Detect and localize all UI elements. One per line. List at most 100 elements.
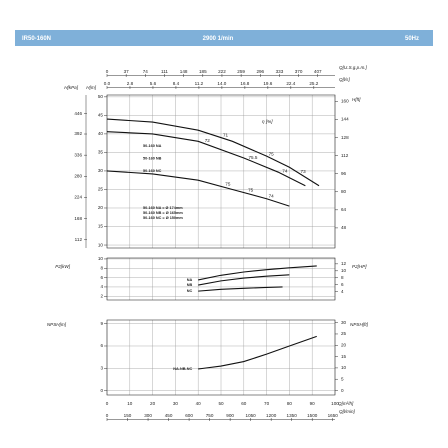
curve <box>198 286 283 292</box>
x-tick-label: 0 <box>106 413 109 418</box>
curve <box>198 265 317 281</box>
y2-axis-label: P2[HP] <box>352 264 367 269</box>
series-label: 50-160 NB <box>143 157 162 161</box>
x-tick-label: 19.6 <box>263 81 272 86</box>
y-tick-label: 10 <box>98 256 104 261</box>
header-bar <box>15 30 433 46</box>
x-tick-label: 90 <box>310 401 316 406</box>
efficiency-label: 75 <box>269 152 275 157</box>
x-tick-label: 25.2 <box>309 81 318 86</box>
x-tick-label: 16.8 <box>240 81 249 86</box>
y2-tick-label: 64 <box>341 207 347 212</box>
note: 50-160 NB = Ø 165mm <box>143 211 183 215</box>
x-tick-label: 50 <box>218 401 224 406</box>
x-tick-label: 14.0 <box>217 81 226 86</box>
efficiency-label: 72 <box>205 138 211 143</box>
extra-tick-label: 112 <box>75 237 83 242</box>
y2-tick-label: 6 <box>341 282 344 287</box>
x-tick-label: 8.4 <box>173 81 180 86</box>
x-tick-label: 407 <box>314 69 322 74</box>
y-tick-label: 45 <box>98 113 104 118</box>
y-tick-label: 6 <box>100 275 103 280</box>
x-tick-label: 1050 <box>246 413 257 418</box>
curve <box>198 274 290 286</box>
x-tick-label: 74 <box>143 69 149 74</box>
x-tick-label: 37 <box>124 69 130 74</box>
y2-tick-label: 80 <box>341 189 347 194</box>
efficiency-label: 75 <box>248 188 254 193</box>
y2-tick-label: 8 <box>341 275 344 280</box>
x-axis-label: Q[U.S.g.p.m.] <box>339 65 368 70</box>
x-axis-label: Q[l/s] <box>339 77 350 82</box>
frequency: 50Hz <box>405 36 419 42</box>
x-tick-label: 370 <box>295 69 303 74</box>
x-tick-label: 0 <box>106 69 109 74</box>
x-tick-label: 750 <box>206 413 214 418</box>
y-tick-label: 4 <box>100 284 103 289</box>
y2-axis-label: NPSH[ft] <box>350 322 369 327</box>
x-tick-label: 0 <box>106 401 109 406</box>
x-tick-label: 2.8 <box>127 81 134 86</box>
x-tick-label: 222 <box>218 69 226 74</box>
x-tick-label: 150 <box>124 413 132 418</box>
curve <box>198 335 317 370</box>
efficiency-label: 75 <box>225 181 231 186</box>
extra-axis-label: H[kPa] <box>64 85 79 90</box>
note: 50-160 NA = Ø 174mm <box>143 206 183 210</box>
y-tick-label: 50 <box>98 94 104 99</box>
plot-frame <box>106 257 336 301</box>
y2-axis-label: H[ft] <box>352 97 361 102</box>
y-tick-label: 10 <box>98 242 104 247</box>
x-tick-label: 1350 <box>287 413 298 418</box>
y-axis-label: P2[kW] <box>55 264 71 269</box>
x-tick-label: 30 <box>173 401 179 406</box>
efficiency-label: 74 <box>282 169 288 174</box>
extra-tick-label: 336 <box>74 152 82 157</box>
y2-tick-label: 12 <box>341 261 347 266</box>
y2-tick-label: 96 <box>341 171 347 176</box>
series-label: NB <box>187 283 193 287</box>
y-tick-label: 15 <box>98 224 104 229</box>
x-tick-label: 11.2 <box>195 81 204 86</box>
x-tick-label: 450 <box>165 413 173 418</box>
x-tick-label: 22.4 <box>286 81 295 86</box>
efficiency-label: 74 <box>269 193 275 198</box>
efficiency-label: 71 <box>223 132 229 137</box>
y2-tick-label: 20 <box>341 342 347 347</box>
y2-tick-label: 112 <box>341 153 349 158</box>
x-tick-label: 900 <box>226 413 234 418</box>
y-tick-label: 35 <box>98 150 104 155</box>
x-tick-label: 333 <box>276 69 284 74</box>
x-tick-label: 60 <box>241 401 247 406</box>
y2-tick-label: 10 <box>341 268 347 273</box>
x-tick-label: 1650 <box>328 413 339 418</box>
series-label: 50-160 NA <box>143 144 162 148</box>
y2-tick-label: 5 <box>341 376 344 381</box>
y2-tick-label: 30 <box>341 320 347 325</box>
x-tick-label: 20 <box>150 401 156 406</box>
y-tick-label: 6 <box>100 343 103 348</box>
y-tick-label: 30 <box>98 168 104 173</box>
plot-frame <box>106 319 336 396</box>
x-tick-label: 600 <box>185 413 193 418</box>
x-tick-label: 296 <box>256 69 264 74</box>
efficiency-label: 73 <box>301 169 307 174</box>
speed: 2900 1/min <box>203 36 234 42</box>
y2-tick-label: 25 <box>341 331 347 336</box>
y-axis-label: H[m] <box>86 85 96 90</box>
y2-tick-label: 144 <box>341 117 349 122</box>
x-tick-label: 100 <box>331 401 339 406</box>
y2-tick-label: 0 <box>341 388 344 393</box>
efficiency-axis-label: η [%] <box>262 119 273 124</box>
extra-tick-label: 224 <box>74 195 82 200</box>
extra-tick-label: 446 <box>74 111 82 116</box>
x-tick-label: 70 <box>264 401 270 406</box>
series-label: NA-NB-NC <box>173 367 192 371</box>
curve <box>106 131 306 187</box>
y-tick-label: 20 <box>98 205 104 210</box>
x-tick-label: 80 <box>287 401 293 406</box>
x-tick-label: 5.6 <box>150 81 157 86</box>
series-label: NA <box>187 278 193 282</box>
y2-tick-label: 48 <box>341 225 347 230</box>
